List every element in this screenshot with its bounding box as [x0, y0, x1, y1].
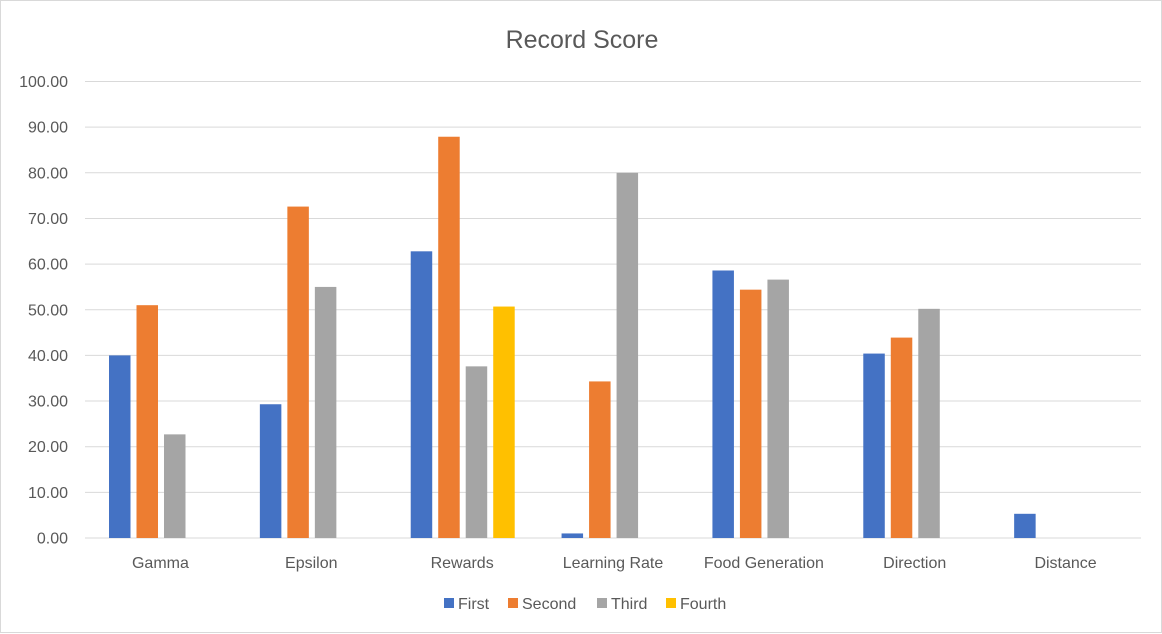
bar-second-learning-rate [589, 381, 611, 538]
y-tick-label: 50.00 [28, 302, 68, 319]
x-tick-label: Epsilon [285, 555, 337, 572]
y-tick-label: 60.00 [28, 257, 68, 274]
bar-second-gamma [136, 305, 158, 538]
bar-third-learning-rate [616, 172, 639, 539]
bar-third-epsilon [314, 286, 337, 538]
legend-swatch-second [508, 598, 518, 608]
legend-label-fourth: Fourth [680, 596, 726, 613]
bar-second-rewards [438, 136, 460, 538]
x-tick-label: Distance [1034, 555, 1096, 572]
y-tick-label: 30.00 [28, 394, 68, 411]
y-tick-label: 90.00 [28, 120, 68, 137]
legend-swatch-fourth [666, 598, 676, 608]
legend-label-second: Second [522, 596, 576, 613]
bar-first-rewards [410, 251, 433, 538]
x-axis-ticks: Gamma Epsilon Rewards Learning Rate Food Gen… [132, 555, 1097, 572]
bars [109, 136, 1036, 539]
legend: First Second Third Fourth [444, 596, 726, 613]
y-axis-ticks: 0.00 10.00 20.00 30.00 40.00 50.00 60.00 70.00 8… [19, 74, 68, 548]
bar-third-rewards [465, 366, 488, 538]
legend-label-first: First [458, 596, 490, 613]
bar-second-food-generation [739, 289, 762, 538]
bar-fourth-rewards [493, 306, 515, 538]
legend-swatch-third [597, 598, 607, 608]
bar-first-learning-rate [561, 533, 584, 538]
x-tick-label: Direction [883, 555, 946, 572]
bar-third-direction [918, 308, 940, 538]
y-tick-label: 0.00 [37, 531, 68, 548]
bar-third-gamma [164, 434, 186, 538]
bar-first-distance [1014, 513, 1036, 538]
y-tick-label: 10.00 [28, 485, 68, 502]
bar-first-epsilon [259, 404, 282, 538]
bar-second-epsilon [287, 206, 309, 538]
chart-title: Record Score [506, 26, 659, 54]
bar-first-food-generation [712, 270, 734, 538]
gridlines [85, 81, 1141, 539]
y-tick-label: 80.00 [28, 165, 68, 182]
x-tick-label: Learning Rate [563, 555, 664, 572]
bar-first-gamma [109, 355, 131, 538]
y-tick-label: 20.00 [28, 439, 68, 456]
y-tick-label: 100.00 [19, 74, 68, 91]
x-tick-label: Food Generation [704, 555, 824, 572]
x-tick-label: Gamma [132, 555, 189, 572]
y-tick-label: 40.00 [28, 348, 68, 365]
bar-second-direction [890, 337, 913, 538]
legend-label-third: Third [611, 596, 647, 613]
y-tick-label: 70.00 [28, 211, 68, 228]
bar-first-direction [863, 353, 885, 538]
x-tick-label: Rewards [431, 555, 494, 572]
bar-third-food-generation [767, 279, 789, 538]
legend-swatch-first [444, 598, 454, 608]
